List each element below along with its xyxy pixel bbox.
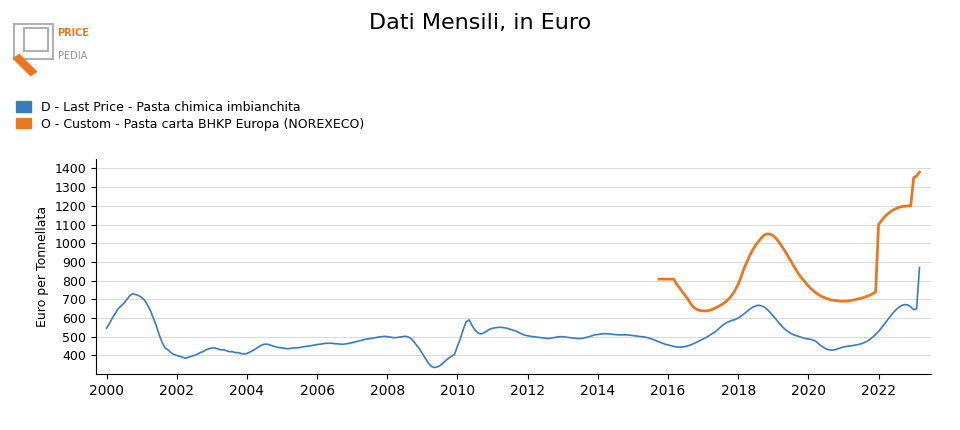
FancyBboxPatch shape [24, 28, 48, 51]
Text: Dati Mensili, in Euro: Dati Mensili, in Euro [369, 13, 591, 33]
Legend: D - Last Price - Pasta chimica imbianchita, O - Custom - Pasta carta BHKP Europa: D - Last Price - Pasta chimica imbianchi… [16, 101, 364, 131]
Y-axis label: Euro per Tonnellata: Euro per Tonnellata [36, 206, 49, 327]
Text: PRICE: PRICE [58, 28, 89, 38]
FancyArrow shape [13, 55, 36, 76]
Text: PEDIA: PEDIA [58, 51, 86, 61]
